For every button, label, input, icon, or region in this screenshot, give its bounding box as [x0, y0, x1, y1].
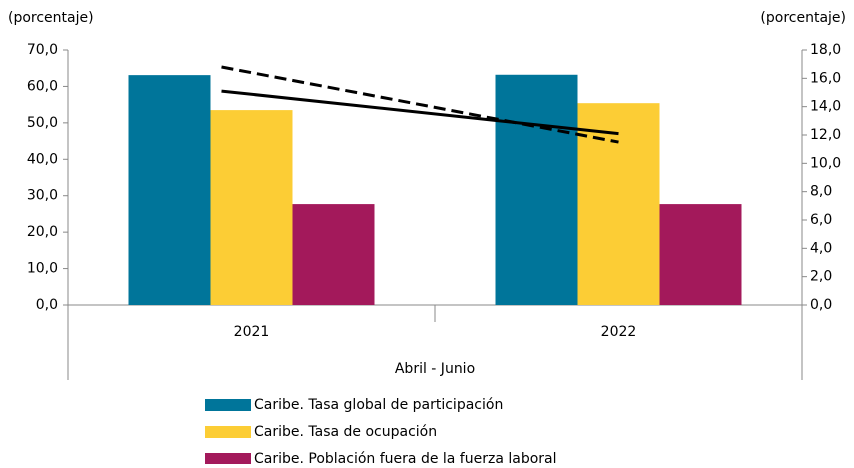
y2-axis-label: (porcentaje)	[760, 10, 846, 26]
line	[221, 65, 619, 144]
bar	[128, 75, 211, 305]
bar	[210, 110, 293, 305]
y2-tick-label: 0,0	[810, 297, 832, 313]
bar	[659, 204, 742, 305]
y-tick-label: 30,0	[27, 188, 58, 204]
line	[221, 89, 619, 136]
legend-swatch	[205, 453, 251, 465]
y-tick-label: 10,0	[27, 261, 58, 277]
y2-tick-label: 6,0	[810, 212, 832, 228]
y2-tick-label: 18,0	[810, 42, 841, 58]
x-tick-label: 2022	[601, 324, 637, 340]
y-tick-label: 50,0	[27, 115, 58, 131]
y-axis-label: (porcentaje)	[8, 10, 94, 26]
y-tick-label: 70,0	[27, 42, 58, 58]
legend-label: Caribe. Tasa de ocupación	[254, 424, 437, 440]
legend-swatch	[205, 399, 251, 411]
y-tick-label: 20,0	[27, 224, 58, 240]
y-tick-label: 40,0	[27, 151, 58, 167]
y2-tick-label: 8,0	[810, 184, 832, 200]
y2-tick-label: 16,0	[810, 70, 841, 86]
y-tick-label: 60,0	[27, 78, 58, 94]
legend-label: Caribe. Población fuera de la fuerza lab…	[254, 451, 557, 464]
y2-tick-label: 14,0	[810, 99, 841, 115]
y2-tick-label: 10,0	[810, 155, 841, 171]
y-tick-label: 0,0	[36, 297, 58, 313]
bar	[292, 204, 375, 305]
bar	[577, 103, 660, 305]
bar	[495, 74, 578, 306]
x-axis-label: Abril - Junio	[395, 361, 475, 377]
legend-label: Caribe. Tasa global de participación	[254, 397, 503, 413]
x-tick-label: 2021	[234, 324, 270, 340]
y2-tick-label: 2,0	[810, 269, 832, 285]
legend-swatch	[205, 426, 251, 438]
y2-tick-label: 12,0	[810, 127, 841, 143]
y2-tick-label: 4,0	[810, 240, 832, 256]
